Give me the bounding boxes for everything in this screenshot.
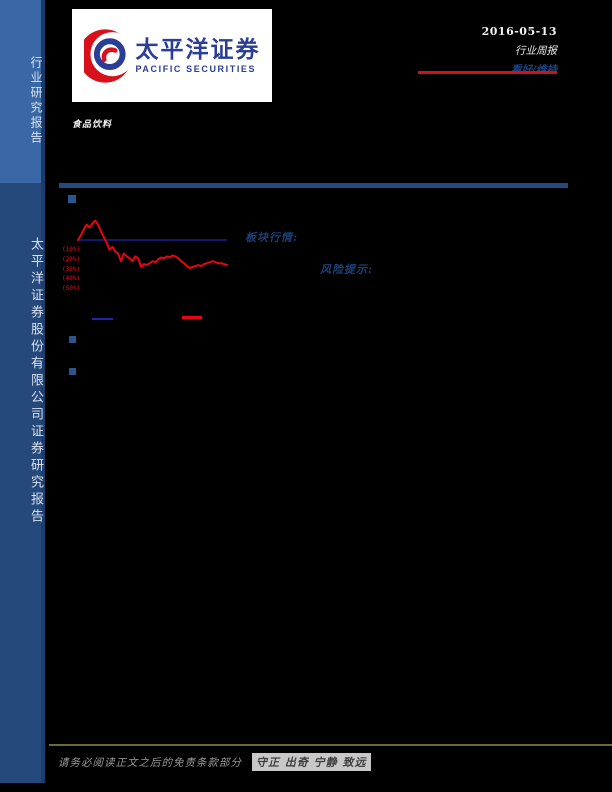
sector-series [77,219,228,269]
company-logo: 太平洋证券 PACIFIC SECURITIES [72,9,272,102]
sidebar-bottom-panel: 太平洋证券股份有限公司证券研究报告 [0,183,45,783]
rating-underline [418,71,557,74]
logo-english-name: PACIFIC SECURITIES [135,63,257,74]
risk-section-label: 风险提示: [320,263,374,276]
legend-sector-swatch [182,316,202,319]
footer-rule [49,744,612,746]
market-section-label: 板块行情: [245,231,299,244]
y-axis-tick-label: (40%) [62,275,81,283]
sector-performance-chart [77,219,228,269]
footer-disclaimer: 请务必阅读正文之后的免责条款部分 [58,756,242,769]
sidebar-top-panel: 行业研究报告 [0,0,45,183]
sidebar-top-label: 行业研究报告 [29,56,43,146]
y-axis-tick-label: (30%) [62,265,81,273]
bullet-square-icon [69,336,76,343]
header-meta: 2016-05-13 行业周报 看好/维持 [482,25,557,77]
footer: 请务必阅读正文之后的免责条款部分 守正 出奇 宁静 致远 [58,753,371,771]
report-type: 行业周报 [515,45,557,57]
section-divider-rule [59,183,568,188]
y-axis-tick-label: (50%) [62,284,81,292]
footer-motto: 守正 出奇 宁静 致远 [252,753,371,771]
sidebar-bottom-label: 太平洋证券股份有限公司证券研究报告 [28,237,43,526]
rating-label: 看好/维持 [511,64,557,76]
report-date: 2016-05-13 [481,25,557,38]
bullet-square-icon [68,195,76,203]
pacific-securities-logo-icon [83,28,130,83]
bullet-square-icon [69,368,76,375]
industry-label: 食品饮料 [72,120,113,130]
y-axis-tick-label: (10%) [62,246,81,254]
y-axis-tick-label: (20%) [62,255,81,263]
logo-chinese-name: 太平洋证券 [135,35,261,62]
legend-baseline-swatch [92,318,113,320]
